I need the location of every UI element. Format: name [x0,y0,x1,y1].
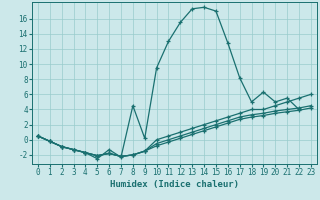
X-axis label: Humidex (Indice chaleur): Humidex (Indice chaleur) [110,180,239,189]
